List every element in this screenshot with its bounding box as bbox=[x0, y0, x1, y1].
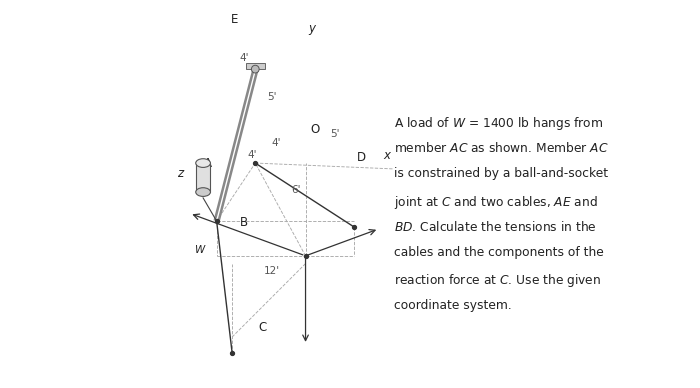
Text: W: W bbox=[195, 245, 205, 255]
Text: O: O bbox=[310, 123, 319, 135]
Text: joint at $C$ and two cables, $AE$ and: joint at $C$ and two cables, $AE$ and bbox=[395, 194, 598, 211]
Text: A load of $W$ = 1400 lb hangs from: A load of $W$ = 1400 lb hangs from bbox=[395, 115, 603, 132]
Text: is constrained by a ball-and-socket: is constrained by a ball-and-socket bbox=[395, 167, 608, 180]
Text: member $AC$ as shown. Member $AC$: member $AC$ as shown. Member $AC$ bbox=[395, 141, 609, 155]
Text: 4': 4' bbox=[248, 150, 257, 160]
Text: 5': 5' bbox=[267, 92, 276, 102]
Ellipse shape bbox=[196, 159, 211, 167]
Bar bbox=[246, 63, 265, 69]
Ellipse shape bbox=[196, 188, 211, 196]
Text: A: A bbox=[204, 157, 212, 170]
Bar bbox=[196, 163, 211, 192]
Text: B: B bbox=[240, 217, 248, 229]
Text: z: z bbox=[177, 166, 183, 180]
Text: 4': 4' bbox=[240, 53, 249, 63]
Text: C: C bbox=[258, 321, 266, 334]
Text: y: y bbox=[309, 22, 316, 35]
Text: 4': 4' bbox=[272, 138, 281, 148]
Text: D: D bbox=[357, 151, 366, 164]
Text: 5': 5' bbox=[330, 129, 340, 139]
Text: E: E bbox=[231, 13, 239, 26]
Text: $BD$. Calculate the tensions in the: $BD$. Calculate the tensions in the bbox=[395, 220, 597, 234]
Text: reaction force at $C$. Use the given: reaction force at $C$. Use the given bbox=[395, 272, 602, 289]
Text: x: x bbox=[383, 149, 390, 162]
Text: 6': 6' bbox=[291, 185, 301, 195]
Text: cables and the components of the: cables and the components of the bbox=[395, 246, 604, 259]
Circle shape bbox=[251, 65, 259, 73]
Text: 12': 12' bbox=[264, 266, 280, 276]
Text: coordinate system.: coordinate system. bbox=[395, 299, 512, 312]
